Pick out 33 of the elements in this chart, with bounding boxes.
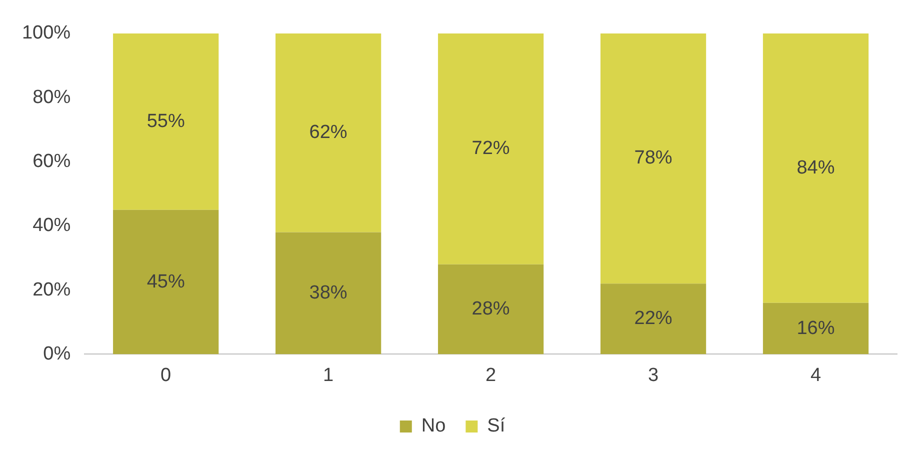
data-label: 84% [796,157,835,178]
data-label: 72% [472,138,510,160]
y-tick-label: 60% [32,150,71,172]
bar [113,210,219,354]
data-label: 16% [796,318,835,339]
y-tick-label: 100% [22,22,71,44]
bar [762,33,869,303]
data-label: 38% [309,282,348,304]
y-tick-label: 80% [32,86,71,108]
bar [276,232,382,354]
y-tick-label: 20% [32,279,71,300]
legend-label: No [421,416,446,437]
bar [600,284,706,354]
bar [276,33,382,232]
bar [762,302,869,354]
bar [438,264,544,354]
data-label: 45% [146,271,185,292]
x-tick-label: 3 [648,364,659,386]
bar [600,33,706,284]
x-tick-label: 2 [486,364,496,386]
x-tick-label: 0 [160,364,172,386]
bar [113,33,219,210]
bar [438,33,544,264]
y-tick-label: 0% [43,343,71,364]
data-label: 28% [472,298,510,320]
x-tick-label: 4 [810,364,822,386]
data-label: 22% [634,308,672,330]
data-label: 55% [146,110,185,132]
legend-label: Sí [487,416,506,437]
x-tick-label: 1 [323,364,334,386]
y-tick-label: 40% [32,215,71,236]
data-label: 78% [634,148,672,169]
data-label: 62% [309,122,348,144]
